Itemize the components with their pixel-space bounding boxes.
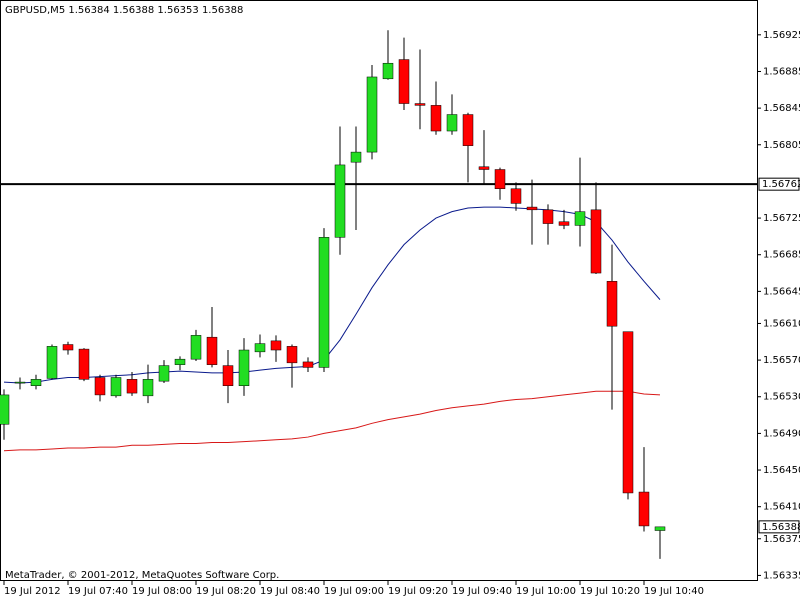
x-tick-label: 19 Jul 10:00 <box>516 586 576 597</box>
x-tick-label: 19 Jul 08:20 <box>196 586 256 597</box>
candle-body <box>430 105 442 132</box>
x-tick-label: 19 Jul 10:20 <box>580 586 640 597</box>
candle-body <box>606 281 618 327</box>
y-tick-label: 1.56845 <box>763 103 800 114</box>
y-tick-label: 1.56570 <box>763 355 800 366</box>
y-tick-label: 1.56645 <box>763 286 800 297</box>
x-tick-label: 19 Jul 2012 <box>4 586 61 597</box>
candle-body <box>94 377 106 396</box>
candle-body <box>526 206 538 211</box>
candle-body <box>350 151 362 163</box>
candle-body <box>270 340 282 351</box>
candle-body <box>510 188 522 204</box>
candle-body <box>638 491 650 527</box>
candle-body <box>398 59 410 104</box>
x-tick-label: 19 Jul 07:40 <box>68 586 128 597</box>
candle-body <box>478 166 490 170</box>
candle-body <box>14 381 26 384</box>
candle-body <box>78 348 90 380</box>
y-tick-label: 1.56925 <box>763 30 800 41</box>
y-tick-label: 1.56450 <box>763 465 800 476</box>
candle-body <box>542 209 554 224</box>
x-tick-label: 19 Jul 09:00 <box>324 586 384 597</box>
candle-body <box>334 164 346 238</box>
x-tick-label: 19 Jul 09:20 <box>388 586 448 597</box>
candle-body <box>414 103 426 106</box>
y-tick-label: 1.56725 <box>763 213 800 224</box>
y-tick-label: 1.56410 <box>763 502 800 513</box>
chart-title: GBPUSD,M5 1.56384 1.56388 1.56353 1.5638… <box>5 5 243 16</box>
candle-body <box>318 237 330 368</box>
y-tick-label: 1.56530 <box>763 392 800 403</box>
y-tick-label: 1.56490 <box>763 428 800 439</box>
price-line-label: 1.56762 <box>762 179 800 190</box>
price-line-label-box <box>758 177 800 191</box>
last-price-label: 1.56388 <box>762 522 800 533</box>
candle-body <box>622 331 634 494</box>
candle-body <box>158 365 170 382</box>
candle-body <box>190 335 202 360</box>
x-tick-label: 19 Jul 10:40 <box>644 586 704 597</box>
x-tick-label: 19 Jul 08:40 <box>260 586 320 597</box>
candle-body <box>206 336 218 365</box>
candle-body <box>30 379 42 387</box>
y-tick-label: 1.56375 <box>763 534 800 545</box>
y-tick-label: 1.56885 <box>763 66 800 77</box>
candle-body <box>302 361 314 368</box>
moving-average <box>3 390 661 452</box>
candle-body <box>286 346 298 364</box>
candle-body <box>462 114 474 146</box>
x-tick-label: 19 Jul 08:00 <box>132 586 192 597</box>
candle-body <box>126 379 138 394</box>
y-tick-label: 1.56685 <box>763 250 800 261</box>
candle-body <box>366 76 378 153</box>
candle-body <box>574 211 586 226</box>
candle-body <box>46 346 58 379</box>
candle-body <box>494 169 506 190</box>
footer: MetaTrader, © 2001-2012, MetaQuotes Soft… <box>5 570 279 581</box>
candle-body <box>654 526 666 531</box>
last-price-label-box <box>758 520 800 534</box>
y-tick-label: 1.56610 <box>763 318 800 329</box>
x-tick-label: 19 Jul 09:40 <box>452 586 512 597</box>
candle-body <box>254 343 266 353</box>
y-tick-label: 1.56335 <box>763 570 800 581</box>
candle-body <box>142 379 154 397</box>
candle-body <box>558 221 570 226</box>
candle-body <box>382 62 394 80</box>
candle-body <box>0 394 10 425</box>
candle-body <box>590 209 602 274</box>
candle-body <box>174 358 186 365</box>
candle-body <box>446 114 458 132</box>
plot-frame <box>0 0 758 581</box>
y-tick-label: 1.56805 <box>763 140 800 151</box>
candle-body <box>238 349 250 387</box>
candle-body <box>62 344 74 351</box>
candle-body <box>110 377 122 397</box>
candle-body <box>222 365 234 387</box>
